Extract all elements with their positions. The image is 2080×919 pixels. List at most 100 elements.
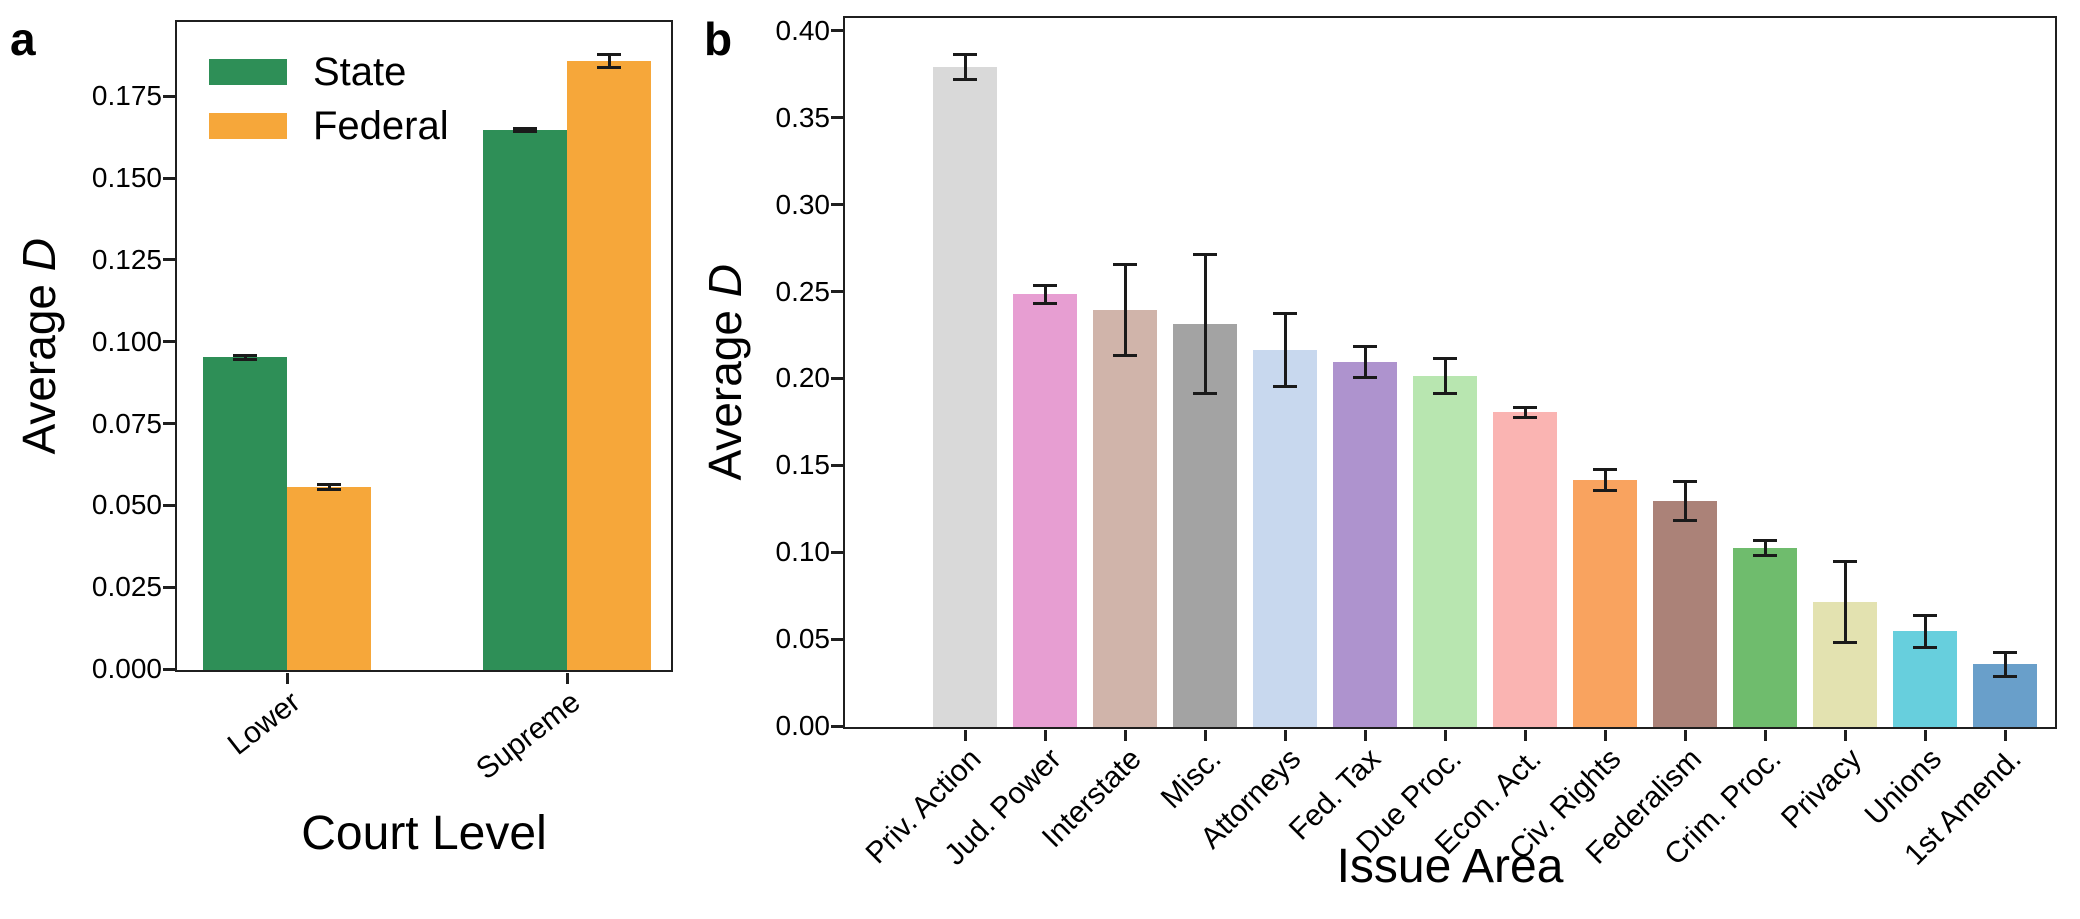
bar-federal-lower [287, 486, 371, 670]
error-cap-top-civ-rights [1593, 468, 1617, 472]
error-cap-top-federalism [1673, 480, 1697, 484]
legend-label-federal: Federal [313, 104, 449, 148]
bar-fed-tax [1333, 362, 1397, 727]
bar-interstate [1093, 309, 1157, 727]
error-cap-bottom-crim-proc [1753, 553, 1777, 557]
y-tick-mark [162, 422, 175, 426]
error-cap-top-crim-proc [1753, 539, 1777, 543]
y-tick-label: 0.100 [91, 325, 162, 357]
bar-econ-act [1493, 412, 1557, 727]
error-cap-bottom-1st-amend [1993, 675, 2017, 679]
legend-row-state: State [209, 52, 449, 92]
error-cap-top-unions [1913, 614, 1937, 618]
x-tick-label-privacy: Privacy [1774, 742, 1868, 836]
y-tick-label: 0.075 [91, 407, 162, 439]
x-tick-mark [1123, 729, 1127, 741]
error-whisker-1st-amend [2003, 650, 2007, 679]
legend-swatch-federal [209, 113, 287, 139]
y-tick-label: 0.20 [775, 362, 831, 394]
y-axis-label-text: Average D [699, 264, 751, 481]
error-whisker-crim-proc [1763, 539, 1767, 557]
bar-state-supreme [483, 130, 567, 670]
y-tick-mark [162, 94, 175, 98]
y-tick-mark [830, 203, 843, 207]
x-tick-mark [1843, 729, 1847, 741]
error-whisker-federalism [1683, 480, 1687, 522]
y-tick-mark [830, 550, 843, 554]
y-tick-label: 0.40 [775, 14, 831, 46]
error-whisker-federal-supreme [607, 53, 611, 70]
y-tick-label: 0.150 [91, 162, 162, 194]
error-cap-top-due-proc [1433, 356, 1457, 360]
y-tick-label: 0.10 [775, 536, 831, 568]
y-tick-label: 0.050 [91, 489, 162, 521]
error-cap-bottom-state-lower [233, 357, 257, 361]
panel-b-x-axis-label: Issue Area [1336, 840, 1564, 893]
error-cap-top-state-supreme [513, 126, 537, 130]
panel-a-plot-area: State Federal 0.000 0.025 0.050 0.075 0.100 0.… [92, 20, 673, 786]
error-cap-bottom-jud-power [1033, 301, 1057, 305]
error-cap-top-fed-tax [1353, 344, 1377, 348]
error-cap-top-state-lower [233, 354, 257, 358]
error-whisker-fed-tax [1363, 344, 1367, 380]
x-tick-mark [1923, 729, 1927, 741]
y-tick-mark [830, 290, 843, 294]
x-tick-mark [285, 672, 289, 684]
y-tick-label: 0.000 [91, 653, 162, 684]
x-tick-mark [1523, 729, 1527, 741]
x-tick-mark [1203, 729, 1207, 741]
x-tick-mark [1603, 729, 1607, 741]
x-tick-mark [1763, 729, 1767, 741]
y-tick-mark [830, 724, 843, 728]
panel-b-plot-area: 0.00 0.05 0.10 0.15 0.20 0.25 0.30 0.35 0.40 Priv… [776, 15, 2057, 872]
error-cap-bottom-civ-rights [1593, 489, 1617, 493]
error-cap-bottom-privacy [1833, 640, 1857, 644]
y-tick-mark [162, 503, 175, 507]
x-tick-mark [1043, 729, 1047, 741]
error-whisker-unions [1923, 614, 1927, 649]
error-cap-bottom-fed-tax [1353, 376, 1377, 380]
x-tick-mark [2003, 729, 2007, 741]
error-cap-bottom-attorneys [1273, 385, 1297, 389]
bar-due-proc [1413, 375, 1477, 727]
y-axis-label-text: Average D [13, 237, 65, 455]
error-whisker-due-proc [1443, 356, 1447, 396]
error-cap-bottom-federalism [1673, 518, 1697, 522]
bar-civ-rights [1573, 480, 1637, 727]
bar-federalism [1653, 501, 1717, 727]
x-tick-mark [1443, 729, 1447, 741]
error-whisker-state-lower [243, 354, 247, 361]
bar-priv-action [933, 66, 997, 727]
y-tick-label: 0.05 [775, 623, 831, 655]
x-tick-label-supreme: Supreme [470, 685, 587, 787]
error-whisker-attorneys [1283, 311, 1287, 389]
y-tick-label: 0.00 [775, 710, 831, 741]
error-cap-bottom-econ-act [1513, 416, 1537, 420]
bar-state-lower [203, 357, 287, 670]
y-tick-label: 0.175 [91, 80, 162, 112]
y-tick-mark [830, 376, 843, 380]
error-cap-top-1st-amend [1993, 650, 2017, 654]
error-cap-bottom-misc [1193, 392, 1217, 396]
error-cap-top-federal-lower [317, 482, 341, 486]
error-cap-top-econ-act [1513, 405, 1537, 409]
error-cap-bottom-unions [1913, 645, 1937, 649]
bar-attorneys [1253, 349, 1317, 727]
panel-a-x-axis-label: Court Level [301, 807, 547, 860]
y-tick-mark [162, 585, 175, 589]
italic-variable: D [699, 264, 751, 298]
y-tick-mark [830, 637, 843, 641]
panel-a-letter: a [10, 13, 36, 65]
error-cap-top-attorneys [1273, 311, 1297, 315]
y-tick-label: 0.35 [775, 101, 831, 133]
legend: State Federal [209, 52, 449, 146]
error-cap-bottom-priv-action [953, 77, 977, 81]
x-tick-label-misc: Misc. [1154, 742, 1228, 816]
italic-variable: D [13, 237, 65, 271]
x-tick-mark [565, 672, 569, 684]
error-whisker-jud-power [1043, 283, 1047, 305]
error-whisker-interstate [1123, 263, 1127, 357]
error-cap-bottom-due-proc [1433, 392, 1457, 396]
bar-crim-proc [1733, 548, 1797, 727]
y-tick-label: 0.025 [91, 571, 162, 603]
